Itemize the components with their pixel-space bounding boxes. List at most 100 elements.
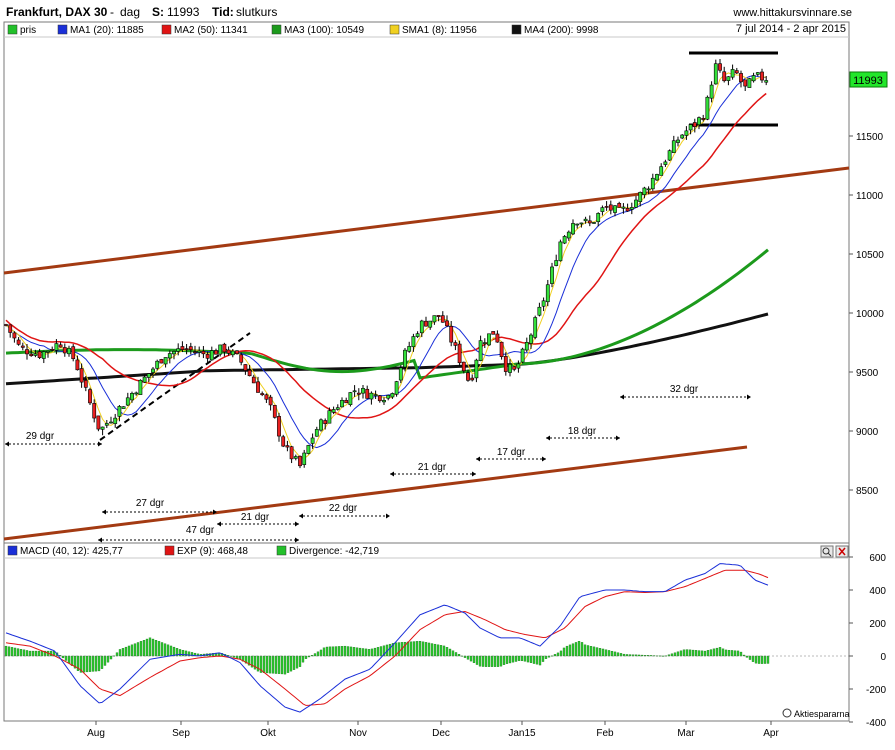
divergence-bar <box>490 655 494 667</box>
candle-body <box>205 354 210 359</box>
divergence-bar <box>37 650 41 657</box>
candle-body <box>109 421 113 424</box>
instrument-name: Frankfurt, DAX 30 <box>6 5 108 19</box>
divergence-bar <box>766 655 770 664</box>
divergence-bar <box>703 650 707 657</box>
candle-body <box>58 344 63 348</box>
candle-body <box>268 396 273 406</box>
divergence-bar <box>166 644 170 657</box>
candle-body <box>230 350 235 356</box>
divergence-bar <box>358 647 362 657</box>
candle-body <box>512 366 517 370</box>
candle-body <box>155 360 160 369</box>
divergence-bar <box>718 647 722 657</box>
header-dash: - <box>110 5 114 19</box>
candle-body <box>554 260 559 266</box>
close-panel-button[interactable] <box>835 545 849 558</box>
cycle-label: 47 dgr <box>186 525 215 536</box>
divergence-bar <box>694 650 698 657</box>
divergence-bar <box>475 655 479 665</box>
candle-body <box>449 326 454 343</box>
legend-swatch <box>161 24 172 35</box>
legend-label: MA2 (50): 11341 <box>174 25 248 36</box>
candle-body <box>62 347 67 354</box>
candle-body <box>83 380 88 388</box>
candle-body <box>100 426 105 430</box>
divergence-bar <box>619 653 623 657</box>
candle-body <box>764 80 769 83</box>
candle-body <box>436 315 441 317</box>
divergence-bar <box>682 649 686 657</box>
candle-body <box>453 342 458 346</box>
divergence-bar <box>139 641 143 657</box>
time-tick-label: Aug <box>87 728 105 739</box>
indicator-legend: pris MA1 (20): 11885 MA2 (50): 11341 MA3 (1… <box>7 24 599 36</box>
candle-body <box>743 79 748 87</box>
candle-body <box>680 134 685 139</box>
divergence-bar <box>88 655 92 672</box>
divergence-bar <box>487 655 491 667</box>
divergence-bar <box>442 645 446 657</box>
divergence-bar <box>4 645 8 657</box>
macd-legend-swatch <box>164 545 175 556</box>
candle-body <box>180 346 185 350</box>
candle-body <box>361 388 365 394</box>
divergence-bar <box>313 653 317 657</box>
divergence-bar <box>283 655 287 675</box>
legend-label: pris <box>20 25 36 36</box>
divergence-bar <box>346 646 350 657</box>
divergence-bar <box>388 643 392 657</box>
candle-body <box>600 207 605 212</box>
legend-swatch <box>389 24 400 35</box>
candle-body <box>92 403 97 419</box>
candle-body <box>260 393 265 396</box>
candle-body <box>734 70 739 74</box>
divergence-bar <box>505 655 509 664</box>
divergence-bar <box>340 646 344 657</box>
candle-body <box>537 306 542 316</box>
candle-body <box>390 393 395 398</box>
divergence-bar <box>583 644 587 657</box>
last-price-tag <box>849 71 888 88</box>
divergence-bar <box>181 649 185 657</box>
candle-body <box>293 456 298 459</box>
macd-line <box>5 563 769 713</box>
candle-body <box>587 220 592 224</box>
divergence-bar <box>523 655 527 662</box>
candle-body <box>760 71 764 81</box>
divergence-bar <box>454 652 458 657</box>
candle-body <box>726 76 731 81</box>
divergence-bar <box>28 650 32 657</box>
candle-body <box>306 445 311 454</box>
candle-body <box>545 284 550 303</box>
divergence-bar <box>661 655 665 657</box>
divergence-bar <box>73 655 77 669</box>
divergence-bar <box>493 655 497 667</box>
divergence-bar <box>292 655 296 670</box>
candle-body <box>369 392 374 400</box>
candle-body <box>373 394 378 396</box>
candle-body <box>377 395 382 402</box>
divergence-bar <box>559 650 563 657</box>
divergence-bar <box>511 655 515 663</box>
price-tick-label: 11000 <box>856 191 884 202</box>
candle-body <box>298 455 302 467</box>
divergence-bar <box>133 643 137 657</box>
macd-legend-label: Divergence: -42,719 <box>289 546 379 557</box>
lower-channel-line <box>3 445 748 541</box>
divergence-bar <box>109 655 113 660</box>
divergence-bar <box>571 643 575 657</box>
candle-body <box>457 343 462 364</box>
divergence-bar <box>478 655 482 667</box>
candle-body <box>604 206 609 208</box>
candle-body <box>310 437 315 444</box>
divergence-bar <box>709 649 713 657</box>
candle-body <box>432 315 437 323</box>
divergence-bar <box>25 650 29 657</box>
zoom-button[interactable] <box>820 545 834 558</box>
candle-body <box>54 343 59 351</box>
divergence-bar <box>595 647 599 657</box>
legend-swatch <box>57 24 68 35</box>
divergence-bar <box>700 650 704 657</box>
candle-body <box>172 351 176 355</box>
